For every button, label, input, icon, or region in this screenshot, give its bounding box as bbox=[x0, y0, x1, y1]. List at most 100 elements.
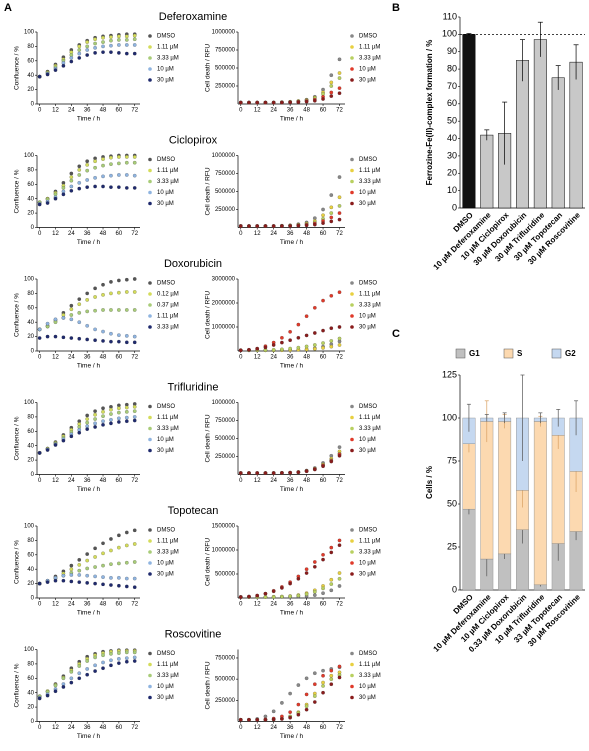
data-point bbox=[85, 427, 89, 431]
legend-marker bbox=[148, 78, 152, 82]
data-point bbox=[132, 334, 137, 339]
data-point bbox=[247, 224, 251, 228]
y-axis-label: Cell death / RFU bbox=[205, 167, 212, 215]
data-point bbox=[132, 173, 137, 178]
data-point bbox=[101, 293, 105, 297]
data-point bbox=[337, 325, 342, 329]
data-point bbox=[101, 339, 105, 343]
y-axis-label: Confluence / % bbox=[14, 169, 21, 213]
y-tick-label: 0 bbox=[31, 472, 35, 478]
y-axis-label: Cell death / RFU bbox=[205, 661, 212, 709]
y-tick-label: 20 bbox=[27, 334, 34, 340]
data-point bbox=[101, 423, 105, 427]
x-axis-label: Time / h bbox=[280, 363, 304, 370]
y-tick-label: 750000 bbox=[215, 656, 236, 662]
y-tick-label: 0 bbox=[452, 584, 457, 594]
x-tick-label: 0 bbox=[239, 355, 243, 361]
y-tick-label: 250000 bbox=[215, 84, 236, 90]
x-tick-label: 36 bbox=[84, 355, 91, 361]
x-tick-label: 72 bbox=[131, 602, 138, 608]
data-point bbox=[304, 314, 309, 319]
data-point bbox=[117, 406, 121, 411]
legend-marker bbox=[148, 303, 152, 307]
data-point bbox=[124, 576, 129, 581]
data-point bbox=[124, 155, 129, 159]
y-tick-label: 90 bbox=[447, 46, 457, 56]
y-tick-label: 1500000 bbox=[212, 524, 236, 530]
data-point bbox=[132, 650, 137, 655]
data-point bbox=[263, 100, 268, 105]
data-point bbox=[101, 35, 105, 40]
data-point bbox=[313, 331, 317, 335]
x-tick-label: 72 bbox=[336, 108, 343, 114]
y-tick-label: 40 bbox=[27, 320, 34, 326]
y-tick-label: 250000 bbox=[215, 207, 236, 213]
y-tick-label: 25 bbox=[447, 541, 457, 551]
data-point bbox=[61, 685, 66, 689]
data-point bbox=[132, 290, 137, 294]
data-point bbox=[93, 46, 97, 50]
x-tick-label: 24 bbox=[68, 478, 75, 484]
legend-marker bbox=[350, 437, 354, 442]
data-point bbox=[132, 51, 137, 56]
x-tick-label: 60 bbox=[320, 725, 327, 731]
x-tick-label: 24 bbox=[68, 602, 75, 608]
x-tick-label: 60 bbox=[320, 478, 327, 484]
y-tick-label: 50 bbox=[447, 498, 457, 508]
data-point bbox=[85, 48, 89, 52]
y-tick-label: 40 bbox=[447, 133, 457, 143]
data-point bbox=[329, 550, 334, 555]
data-point bbox=[93, 176, 97, 180]
legend-label: 0.12 µM bbox=[157, 292, 179, 298]
data-point bbox=[321, 341, 325, 345]
data-point bbox=[69, 188, 74, 193]
data-point bbox=[337, 211, 342, 215]
x-tick-label: 12 bbox=[52, 355, 59, 361]
legend-label: DMSO bbox=[359, 281, 377, 287]
legend-label: 1.11 µM bbox=[359, 292, 380, 298]
legend-marker bbox=[148, 673, 152, 678]
y-tick-label: 40 bbox=[27, 73, 34, 79]
data-point bbox=[85, 40, 89, 44]
data-point bbox=[37, 336, 42, 340]
data-point bbox=[117, 51, 121, 55]
data-point bbox=[117, 661, 121, 665]
x-tick-label: 60 bbox=[116, 602, 123, 608]
data-point bbox=[93, 574, 97, 579]
data-point bbox=[101, 174, 105, 179]
data-point bbox=[288, 581, 292, 586]
y-tick-label: 0 bbox=[31, 225, 35, 231]
legend-marker bbox=[350, 662, 354, 667]
y-tick-label: 750000 bbox=[215, 418, 236, 424]
data-point bbox=[288, 224, 292, 228]
y-tick-label: 500000 bbox=[215, 572, 236, 578]
data-point bbox=[337, 217, 342, 222]
x-tick-label: 72 bbox=[336, 602, 343, 608]
y-tick-label: 20 bbox=[27, 211, 34, 217]
data-point bbox=[45, 201, 50, 205]
data-point bbox=[296, 683, 301, 687]
y-tick-label: 40 bbox=[27, 567, 34, 573]
y-tick-label: 80 bbox=[27, 538, 34, 544]
data-point bbox=[337, 175, 342, 179]
legend-marker bbox=[350, 673, 354, 678]
y-tick-label: 60 bbox=[27, 429, 34, 435]
legend-label: 30 µM bbox=[157, 695, 174, 701]
y-tick-label: 80 bbox=[27, 44, 34, 50]
data-point bbox=[93, 41, 97, 46]
legend-label: 30 µM bbox=[359, 695, 376, 701]
data-point bbox=[329, 577, 334, 582]
legend-label: 30 µM bbox=[359, 448, 376, 454]
legend-swatch bbox=[455, 348, 466, 359]
legend-label: 10 µM bbox=[359, 314, 376, 320]
x-tick-label: 24 bbox=[68, 725, 75, 731]
legend-marker bbox=[350, 325, 354, 329]
y-tick-label: 100 bbox=[24, 277, 35, 283]
data-point bbox=[280, 471, 284, 475]
x-tick-label: 60 bbox=[320, 602, 327, 608]
data-point bbox=[280, 224, 284, 228]
legend-swatch bbox=[503, 348, 514, 359]
panel-letter: B bbox=[392, 2, 400, 14]
data-point bbox=[247, 100, 251, 105]
data-point bbox=[255, 471, 260, 475]
